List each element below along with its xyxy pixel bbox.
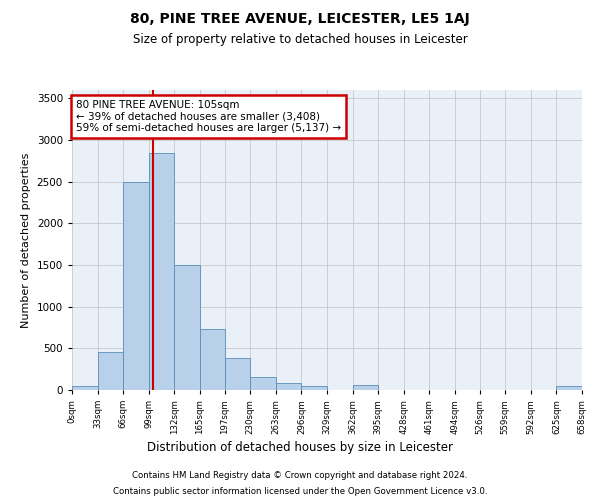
Text: Contains public sector information licensed under the Open Government Licence v3: Contains public sector information licen…: [113, 486, 487, 496]
Text: 80, PINE TREE AVENUE, LEICESTER, LE5 1AJ: 80, PINE TREE AVENUE, LEICESTER, LE5 1AJ: [130, 12, 470, 26]
Bar: [200, 329, 224, 390]
Bar: [98, 352, 123, 390]
Bar: [123, 182, 149, 390]
Text: Size of property relative to detached houses in Leicester: Size of property relative to detached ho…: [133, 32, 467, 46]
Bar: [301, 386, 327, 390]
Bar: [556, 386, 582, 390]
Bar: [276, 382, 301, 390]
Y-axis label: Number of detached properties: Number of detached properties: [21, 152, 31, 328]
Text: 80 PINE TREE AVENUE: 105sqm
← 39% of detached houses are smaller (3,408)
59% of : 80 PINE TREE AVENUE: 105sqm ← 39% of det…: [76, 100, 341, 133]
Text: Distribution of detached houses by size in Leicester: Distribution of detached houses by size …: [147, 441, 453, 454]
Bar: [72, 386, 98, 390]
Bar: [250, 376, 276, 390]
Bar: [175, 265, 200, 390]
Text: Contains HM Land Registry data © Crown copyright and database right 2024.: Contains HM Land Registry data © Crown c…: [132, 472, 468, 480]
Bar: [149, 152, 175, 390]
Bar: [353, 386, 378, 390]
Bar: [224, 358, 250, 390]
